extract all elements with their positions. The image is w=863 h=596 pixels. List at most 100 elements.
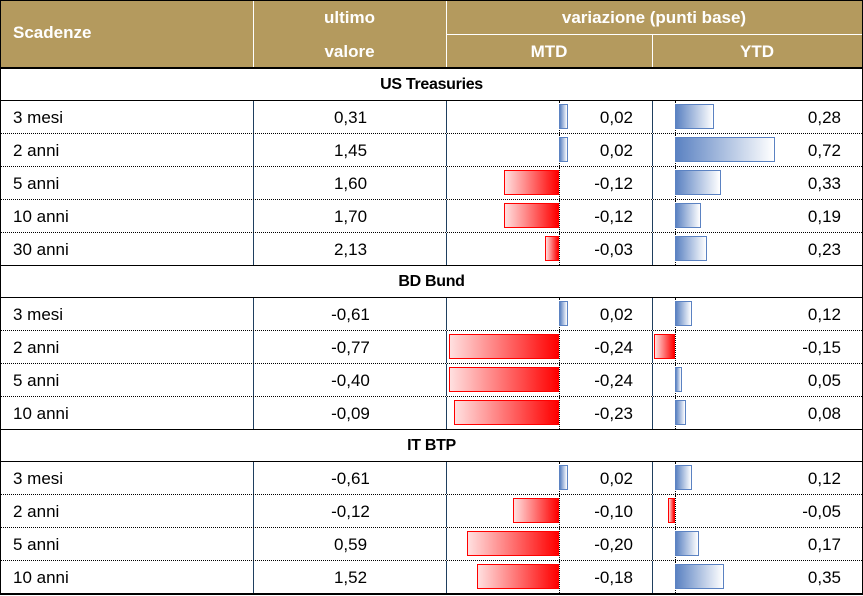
mtd-cell: 0,02 [446,101,653,133]
ytd-cell-value: 0,17 [807,535,841,554]
bar-axis [559,200,560,232]
positive-data-bar [559,137,569,162]
mtd-cell: -0,12 [446,167,653,199]
section-title: IT BTP [1,430,862,462]
table-row: 3 mesi -0,61 0,02 0,12 [1,298,862,331]
ytd-cell: 0,12 [652,298,863,330]
negative-data-bar [449,367,559,392]
table-row: 2 anni -0,12 -0,10 -0,05 [1,495,862,528]
table-row: 2 anni -0,77 -0,24 -0,15 [1,331,862,364]
bar-axis [559,397,560,429]
header-divider [652,34,653,67]
ytd-cell-value: 0,12 [807,469,841,488]
ytd-cell: 0,72 [652,134,863,166]
ytd-cell-value: 0,35 [807,568,841,587]
negative-data-bar [654,334,675,359]
mtd-cell: -0,20 [446,528,653,560]
ytd-cell: 0,08 [652,397,863,429]
ytd-cell-value: 0,08 [807,404,841,423]
mtd-cell: -0,03 [446,233,653,265]
bar-axis [675,331,676,363]
ytd-cell-value: 0,72 [807,141,841,160]
bar-axis [559,561,560,593]
negative-data-bar [449,334,559,359]
table-row: 5 anni 0,59 -0,20 0,17 [1,528,862,561]
ytd-cell: -0,15 [652,331,863,363]
ytd-cell: 0,23 [652,233,863,265]
ytd-cell-value: -0,15 [802,338,841,357]
mtd-cell-value: -0,23 [594,404,633,423]
negative-data-bar [513,498,559,523]
mtd-cell-value: -0,20 [594,535,633,554]
negative-data-bar [504,203,559,228]
ytd-cell-value: 0,05 [807,371,841,390]
scadenza-cell: 10 anni [13,404,69,423]
positive-data-bar [675,564,724,589]
header-divider [253,1,254,67]
positive-data-bar [675,531,699,556]
table-row: 3 mesi 0,31 0,02 0,28 [1,101,862,134]
negative-data-bar [504,170,559,195]
valore-cell: -0,40 [253,364,447,396]
positive-data-bar [675,301,692,326]
bar-axis [675,495,676,527]
bar-axis [559,528,560,560]
mtd-cell-value: -0,12 [594,174,633,193]
ytd-cell: 0,17 [652,528,863,560]
mtd-cell-value: -0,03 [594,240,633,259]
positive-data-bar [675,203,702,228]
ytd-cell-value: 0,28 [807,108,841,127]
mtd-cell-value: -0,18 [594,568,633,587]
mtd-cell-value: -0,24 [594,371,633,390]
positive-data-bar [675,400,687,425]
ytd-cell-value: 0,33 [807,174,841,193]
ytd-cell: 0,28 [652,101,863,133]
valore-cell: 2,13 [253,233,447,265]
valore-cell: -0,09 [253,397,447,429]
negative-data-bar [476,564,559,589]
scadenza-cell: 2 anni [13,141,60,160]
positive-data-bar [675,104,714,129]
ytd-cell: 0,19 [652,200,863,232]
section-title: US Treasuries [1,69,862,101]
bar-axis [559,495,560,527]
header-ultimo: ultimo [324,8,375,27]
bar-axis [559,364,560,396]
mtd-cell-value: 0,02 [599,108,633,127]
ytd-cell: 0,33 [652,167,863,199]
header-ytd: YTD [740,42,774,61]
table-body: US Treasuries 3 mesi 0,31 0,02 0,28 2 anni 1,4… [1,69,862,593]
ytd-cell: -0,05 [652,495,863,527]
ytd-cell: 0,12 [652,462,863,494]
section-title: BD Bund [1,266,862,298]
valore-cell: 1,52 [253,561,447,593]
header-mtd: MTD [530,42,568,61]
mtd-cell: 0,02 [446,462,653,494]
ytd-cell-value: -0,05 [802,502,841,521]
table-row: 2 anni 1,45 0,02 0,72 [1,134,862,167]
valore-cell: -0,12 [253,495,447,527]
mtd-cell-value: 0,02 [599,469,633,488]
scadenza-cell: 30 anni [13,240,69,259]
header-divider [446,34,862,35]
mtd-cell: -0,12 [446,200,653,232]
mtd-cell: -0,23 [446,397,653,429]
positive-data-bar [675,170,721,195]
mtd-cell: -0,18 [446,561,653,593]
scadenza-cell: 3 mesi [13,305,64,324]
mtd-cell: -0,24 [446,331,653,363]
table-row: 5 anni -0,40 -0,24 0,05 [1,364,862,397]
ytd-cell-value: 0,19 [807,207,841,226]
mtd-cell-value: 0,02 [599,305,633,324]
positive-data-bar [675,137,776,162]
bar-axis [559,233,560,265]
scadenza-cell: 3 mesi [13,469,64,488]
header-valore: valore [324,42,375,61]
mtd-cell: 0,02 [446,134,653,166]
negative-data-bar [545,236,559,261]
mtd-cell-value: 0,02 [599,141,633,160]
ytd-cell: 0,05 [652,364,863,396]
ytd-cell: 0,35 [652,561,863,593]
table-row: 10 anni -0,09 -0,23 0,08 [1,397,862,430]
